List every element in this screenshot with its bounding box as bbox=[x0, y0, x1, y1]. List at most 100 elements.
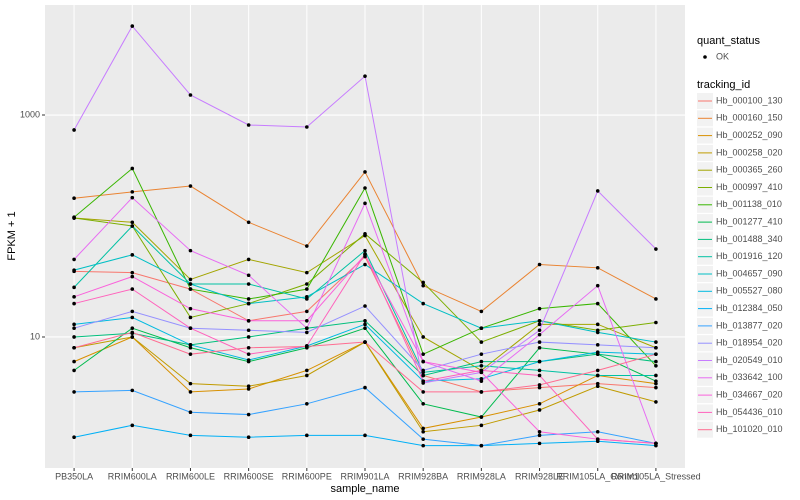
data-point bbox=[130, 315, 135, 320]
data-point bbox=[188, 282, 193, 286]
data-point bbox=[363, 232, 367, 236]
data-point bbox=[595, 373, 600, 378]
data-point bbox=[130, 287, 135, 291]
data-point bbox=[421, 437, 425, 441]
data-point bbox=[595, 437, 600, 441]
data-point bbox=[595, 322, 600, 327]
data-point bbox=[421, 352, 425, 356]
data-point bbox=[72, 368, 76, 373]
data-point bbox=[188, 248, 193, 253]
data-point bbox=[421, 390, 425, 394]
legend-label: Hb_004657_090 bbox=[716, 268, 783, 278]
legend-label: Hb_018954_020 bbox=[716, 338, 783, 348]
x-tick-label: RRIM928LE bbox=[515, 471, 564, 481]
data-point bbox=[305, 125, 309, 129]
data-point bbox=[654, 247, 658, 251]
data-point bbox=[654, 379, 658, 383]
data-point bbox=[188, 433, 193, 438]
data-point bbox=[479, 309, 484, 314]
legend-label: Hb_000258_020 bbox=[716, 147, 783, 157]
data-point bbox=[654, 320, 658, 325]
legend-label: Hb_054436_010 bbox=[716, 407, 783, 417]
data-point bbox=[188, 326, 193, 330]
data-point bbox=[595, 343, 600, 347]
legend-label: Hb_000160_150 bbox=[716, 113, 783, 123]
data-point bbox=[188, 352, 193, 356]
legend-label: Hb_013877_020 bbox=[716, 320, 783, 330]
data-point bbox=[72, 196, 76, 201]
data-point bbox=[246, 352, 251, 356]
data-point bbox=[72, 301, 76, 306]
x-tick-label: RRIM600SE bbox=[224, 471, 274, 481]
data-point bbox=[421, 283, 425, 288]
data-point bbox=[72, 345, 76, 350]
data-point bbox=[654, 441, 658, 446]
data-point bbox=[537, 402, 542, 406]
data-point bbox=[246, 282, 251, 286]
x-tick-label: RRIM901LA bbox=[340, 471, 389, 481]
data-point bbox=[595, 381, 600, 386]
data-point bbox=[363, 385, 367, 390]
data-point bbox=[537, 368, 542, 373]
data-point bbox=[72, 268, 76, 272]
data-point bbox=[188, 287, 193, 291]
data-point bbox=[72, 335, 76, 339]
data-point bbox=[595, 368, 600, 373]
data-point bbox=[363, 74, 367, 78]
data-point bbox=[595, 301, 600, 306]
legend-label: Hb_000100_130 bbox=[716, 95, 783, 105]
data-point bbox=[188, 315, 193, 320]
data-point bbox=[421, 373, 425, 378]
data-point bbox=[537, 433, 542, 438]
data-point bbox=[305, 309, 309, 314]
data-point bbox=[246, 412, 251, 417]
data-point bbox=[130, 195, 135, 200]
data-point bbox=[654, 373, 658, 378]
data-point bbox=[305, 433, 309, 438]
data-point bbox=[305, 330, 309, 335]
data-point bbox=[595, 283, 600, 288]
data-point bbox=[537, 340, 542, 344]
data-point bbox=[654, 359, 658, 364]
y-tick-label: 1000 bbox=[20, 109, 40, 119]
legend-title: tracking_id bbox=[697, 79, 750, 91]
data-point bbox=[246, 297, 251, 301]
legend-label: Hb_012384_050 bbox=[716, 303, 783, 313]
legend-label: Hb_034667_020 bbox=[716, 389, 783, 399]
data-point bbox=[595, 266, 600, 270]
data-point bbox=[479, 326, 484, 330]
data-point bbox=[188, 277, 193, 282]
data-point bbox=[188, 390, 193, 394]
x-tick-label: RRIM600LE bbox=[166, 471, 215, 481]
data-point bbox=[421, 335, 425, 339]
data-point bbox=[479, 340, 484, 344]
data-point bbox=[479, 415, 484, 419]
data-point bbox=[537, 322, 542, 327]
data-point bbox=[537, 429, 542, 434]
data-point bbox=[363, 326, 367, 330]
data-point bbox=[246, 328, 251, 333]
data-point bbox=[72, 215, 76, 220]
data-point bbox=[595, 330, 600, 335]
data-point bbox=[363, 170, 367, 174]
legend-label: Hb_000997_410 bbox=[716, 182, 783, 192]
data-point bbox=[654, 381, 658, 386]
data-point bbox=[537, 385, 542, 390]
data-point bbox=[654, 400, 658, 404]
data-point bbox=[654, 345, 658, 350]
data-point bbox=[246, 123, 251, 127]
data-point bbox=[421, 429, 425, 434]
data-point bbox=[130, 423, 135, 428]
data-point bbox=[72, 326, 76, 330]
data-point bbox=[654, 352, 658, 356]
data-point bbox=[421, 443, 425, 448]
data-point bbox=[479, 443, 484, 448]
data-point bbox=[72, 435, 76, 440]
data-point bbox=[130, 253, 135, 257]
x-axis-label: sample_name bbox=[330, 483, 399, 495]
data-point bbox=[537, 408, 542, 412]
data-point bbox=[246, 435, 251, 440]
data-point bbox=[130, 335, 135, 339]
data-point bbox=[130, 224, 135, 228]
data-point bbox=[72, 128, 76, 132]
